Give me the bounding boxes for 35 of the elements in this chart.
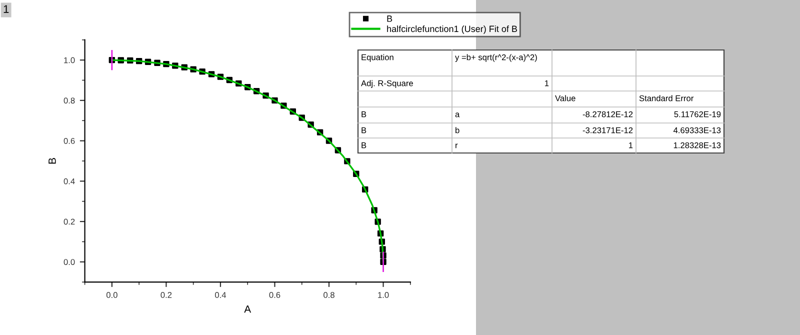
text: a <box>455 112 460 118</box>
text: 4.69333E-13 <box>673 127 721 134</box>
annotation: B <box>362 127 366 134</box>
text: Standard Error <box>639 95 694 102</box>
x-tick-label: 0.2 <box>160 292 172 298</box>
y-tick-label: 1.0 <box>64 57 75 64</box>
text: 1.28328E-13 <box>674 142 721 148</box>
text: y =b+ sqrt(r^2-(x-a)^2) <box>455 54 537 62</box>
x-tick-label: 0.4 <box>215 292 226 298</box>
y-axis-title: B <box>48 158 56 164</box>
text: 1 <box>4 5 9 13</box>
x-tick-label: 1.0 <box>378 292 389 298</box>
legend-label: halfcirclefunction1 (User) Fit of B <box>387 25 517 34</box>
text: -3.23171E-12 <box>582 127 633 134</box>
text: 5.11762E-19 <box>674 111 721 118</box>
annotation: Adj. R-Square <box>361 80 413 88</box>
x-tick-label: 0.8 <box>324 292 334 298</box>
text: b <box>456 127 460 134</box>
x-axis-title: A <box>244 306 252 313</box>
text: -8.27812E-12 <box>582 111 633 118</box>
y-tick-label: 0.6 <box>64 138 75 144</box>
x-tick-label: 0.0 <box>106 292 118 298</box>
annotation: Equation <box>362 54 394 62</box>
text: 1 <box>629 142 633 148</box>
annotation: B <box>362 142 366 148</box>
y-tick-label: 0.2 <box>64 218 75 225</box>
text: r <box>456 144 458 148</box>
x-tick-label: 0.6 <box>269 292 280 298</box>
text: Value <box>555 95 576 102</box>
y-tick-label: 0.4 <box>64 178 75 184</box>
annotation: B <box>362 111 366 118</box>
y-tick-label: 0.8 <box>64 98 75 104</box>
legend-label: B <box>387 16 392 22</box>
text: 1 <box>545 80 549 86</box>
y-tick-label: 0.0 <box>64 259 75 265</box>
